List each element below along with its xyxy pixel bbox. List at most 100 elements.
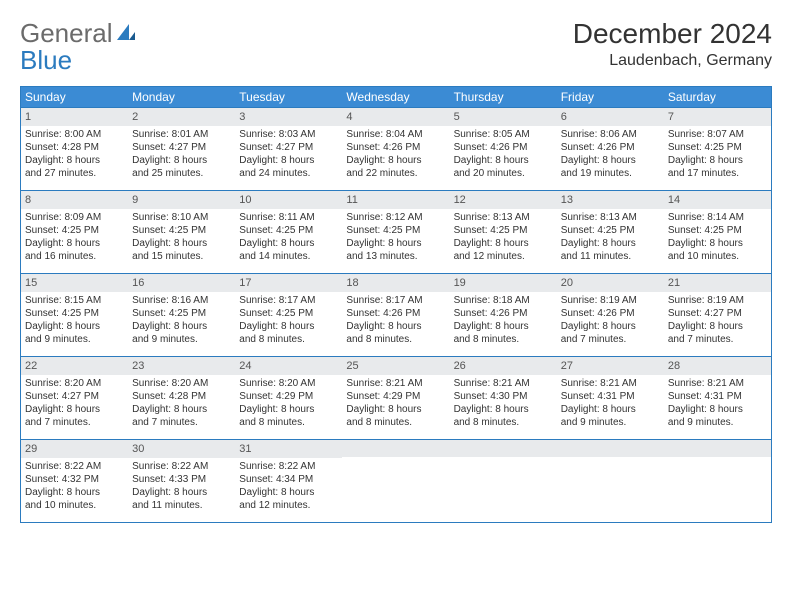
day-number: 23 — [128, 357, 235, 375]
day-cell — [342, 440, 449, 522]
day-line: Sunset: 4:28 PM — [132, 390, 231, 403]
day-line: and 8 minutes. — [346, 333, 445, 346]
day-body: Sunrise: 8:22 AMSunset: 4:34 PMDaylight:… — [235, 458, 342, 516]
day-body: Sunrise: 8:20 AMSunset: 4:27 PMDaylight:… — [21, 375, 128, 433]
day-body: Sunrise: 8:01 AMSunset: 4:27 PMDaylight:… — [128, 126, 235, 184]
day-line: Daylight: 8 hours — [25, 486, 124, 499]
day-number: 29 — [21, 440, 128, 458]
day-number: 21 — [664, 274, 771, 292]
day-body: Sunrise: 8:12 AMSunset: 4:25 PMDaylight:… — [342, 209, 449, 267]
day-cell: 30Sunrise: 8:22 AMSunset: 4:33 PMDayligh… — [128, 440, 235, 522]
week-row: 29Sunrise: 8:22 AMSunset: 4:32 PMDayligh… — [21, 439, 771, 522]
title-block: December 2024 Laudenbach, Germany — [573, 18, 772, 70]
day-cell: 12Sunrise: 8:13 AMSunset: 4:25 PMDayligh… — [450, 191, 557, 273]
day-line: Sunrise: 8:21 AM — [668, 377, 767, 390]
day-body: Sunrise: 8:09 AMSunset: 4:25 PMDaylight:… — [21, 209, 128, 267]
day-line: and 9 minutes. — [132, 333, 231, 346]
day-body: Sunrise: 8:10 AMSunset: 4:25 PMDaylight:… — [128, 209, 235, 267]
day-line: Daylight: 8 hours — [239, 403, 338, 416]
day-body: Sunrise: 8:19 AMSunset: 4:26 PMDaylight:… — [557, 292, 664, 350]
logo: General Blue — [20, 18, 137, 76]
day-line: Daylight: 8 hours — [239, 237, 338, 250]
day-line: Sunrise: 8:21 AM — [561, 377, 660, 390]
dow-cell: Saturday — [664, 87, 771, 107]
day-number: 14 — [664, 191, 771, 209]
day-line: and 7 minutes. — [132, 416, 231, 429]
day-line: Sunrise: 8:13 AM — [454, 211, 553, 224]
week-row: 1Sunrise: 8:00 AMSunset: 4:28 PMDaylight… — [21, 107, 771, 190]
day-line: Sunrise: 8:11 AM — [239, 211, 338, 224]
day-line: Sunrise: 8:21 AM — [454, 377, 553, 390]
day-cell: 31Sunrise: 8:22 AMSunset: 4:34 PMDayligh… — [235, 440, 342, 522]
day-body: Sunrise: 8:15 AMSunset: 4:25 PMDaylight:… — [21, 292, 128, 350]
day-line: and 9 minutes. — [25, 333, 124, 346]
day-line: Sunset: 4:27 PM — [132, 141, 231, 154]
day-line: Sunset: 4:25 PM — [25, 307, 124, 320]
day-cell: 20Sunrise: 8:19 AMSunset: 4:26 PMDayligh… — [557, 274, 664, 356]
day-body: Sunrise: 8:20 AMSunset: 4:28 PMDaylight:… — [128, 375, 235, 433]
day-body: Sunrise: 8:03 AMSunset: 4:27 PMDaylight:… — [235, 126, 342, 184]
day-body: Sunrise: 8:06 AMSunset: 4:26 PMDaylight:… — [557, 126, 664, 184]
day-line: Sunset: 4:29 PM — [239, 390, 338, 403]
day-line: and 9 minutes. — [668, 416, 767, 429]
day-cell: 23Sunrise: 8:20 AMSunset: 4:28 PMDayligh… — [128, 357, 235, 439]
day-line: Sunset: 4:25 PM — [346, 224, 445, 237]
day-cell: 4Sunrise: 8:04 AMSunset: 4:26 PMDaylight… — [342, 108, 449, 190]
header: General Blue December 2024 Laudenbach, G… — [20, 18, 772, 76]
day-cell: 10Sunrise: 8:11 AMSunset: 4:25 PMDayligh… — [235, 191, 342, 273]
day-line: Daylight: 8 hours — [668, 154, 767, 167]
day-cell: 28Sunrise: 8:21 AMSunset: 4:31 PMDayligh… — [664, 357, 771, 439]
day-body: Sunrise: 8:16 AMSunset: 4:25 PMDaylight:… — [128, 292, 235, 350]
day-line: Sunset: 4:26 PM — [454, 141, 553, 154]
day-cell: 9Sunrise: 8:10 AMSunset: 4:25 PMDaylight… — [128, 191, 235, 273]
day-line: Daylight: 8 hours — [454, 403, 553, 416]
day-line: and 12 minutes. — [454, 250, 553, 263]
day-number: 27 — [557, 357, 664, 375]
logo-text-blue: Blue — [20, 45, 137, 76]
dow-cell: Sunday — [21, 87, 128, 107]
day-number: 6 — [557, 108, 664, 126]
day-line: Sunrise: 8:18 AM — [454, 294, 553, 307]
day-line: and 8 minutes. — [454, 416, 553, 429]
day-line: Sunrise: 8:20 AM — [132, 377, 231, 390]
week-row: 22Sunrise: 8:20 AMSunset: 4:27 PMDayligh… — [21, 356, 771, 439]
day-body: Sunrise: 8:22 AMSunset: 4:33 PMDaylight:… — [128, 458, 235, 516]
day-cell: 29Sunrise: 8:22 AMSunset: 4:32 PMDayligh… — [21, 440, 128, 522]
day-line: Sunset: 4:33 PM — [132, 473, 231, 486]
day-number — [342, 440, 449, 457]
day-number: 1 — [21, 108, 128, 126]
day-cell — [557, 440, 664, 522]
day-line: Daylight: 8 hours — [668, 403, 767, 416]
day-line: Sunrise: 8:05 AM — [454, 128, 553, 141]
day-line: and 8 minutes. — [239, 333, 338, 346]
day-number: 19 — [450, 274, 557, 292]
day-cell: 11Sunrise: 8:12 AMSunset: 4:25 PMDayligh… — [342, 191, 449, 273]
day-line: Daylight: 8 hours — [132, 486, 231, 499]
day-line: Daylight: 8 hours — [346, 237, 445, 250]
day-number: 17 — [235, 274, 342, 292]
day-line: Daylight: 8 hours — [25, 320, 124, 333]
day-cell: 1Sunrise: 8:00 AMSunset: 4:28 PMDaylight… — [21, 108, 128, 190]
day-cell: 6Sunrise: 8:06 AMSunset: 4:26 PMDaylight… — [557, 108, 664, 190]
day-line: Sunrise: 8:06 AM — [561, 128, 660, 141]
day-line: and 14 minutes. — [239, 250, 338, 263]
day-line: Daylight: 8 hours — [561, 320, 660, 333]
day-number: 24 — [235, 357, 342, 375]
day-line: and 11 minutes. — [132, 499, 231, 512]
day-body: Sunrise: 8:20 AMSunset: 4:29 PMDaylight:… — [235, 375, 342, 433]
day-number: 10 — [235, 191, 342, 209]
day-line: Daylight: 8 hours — [454, 320, 553, 333]
day-number: 25 — [342, 357, 449, 375]
day-line: Sunrise: 8:14 AM — [668, 211, 767, 224]
day-cell: 22Sunrise: 8:20 AMSunset: 4:27 PMDayligh… — [21, 357, 128, 439]
day-line: Sunrise: 8:04 AM — [346, 128, 445, 141]
day-line: Sunset: 4:29 PM — [346, 390, 445, 403]
day-line: Daylight: 8 hours — [561, 154, 660, 167]
day-line: and 12 minutes. — [239, 499, 338, 512]
day-number — [450, 440, 557, 457]
day-cell: 18Sunrise: 8:17 AMSunset: 4:26 PMDayligh… — [342, 274, 449, 356]
calendar-table: SundayMondayTuesdayWednesdayThursdayFrid… — [20, 86, 772, 523]
day-line: Sunrise: 8:03 AM — [239, 128, 338, 141]
day-line: Sunset: 4:25 PM — [25, 224, 124, 237]
day-line: Sunrise: 8:01 AM — [132, 128, 231, 141]
